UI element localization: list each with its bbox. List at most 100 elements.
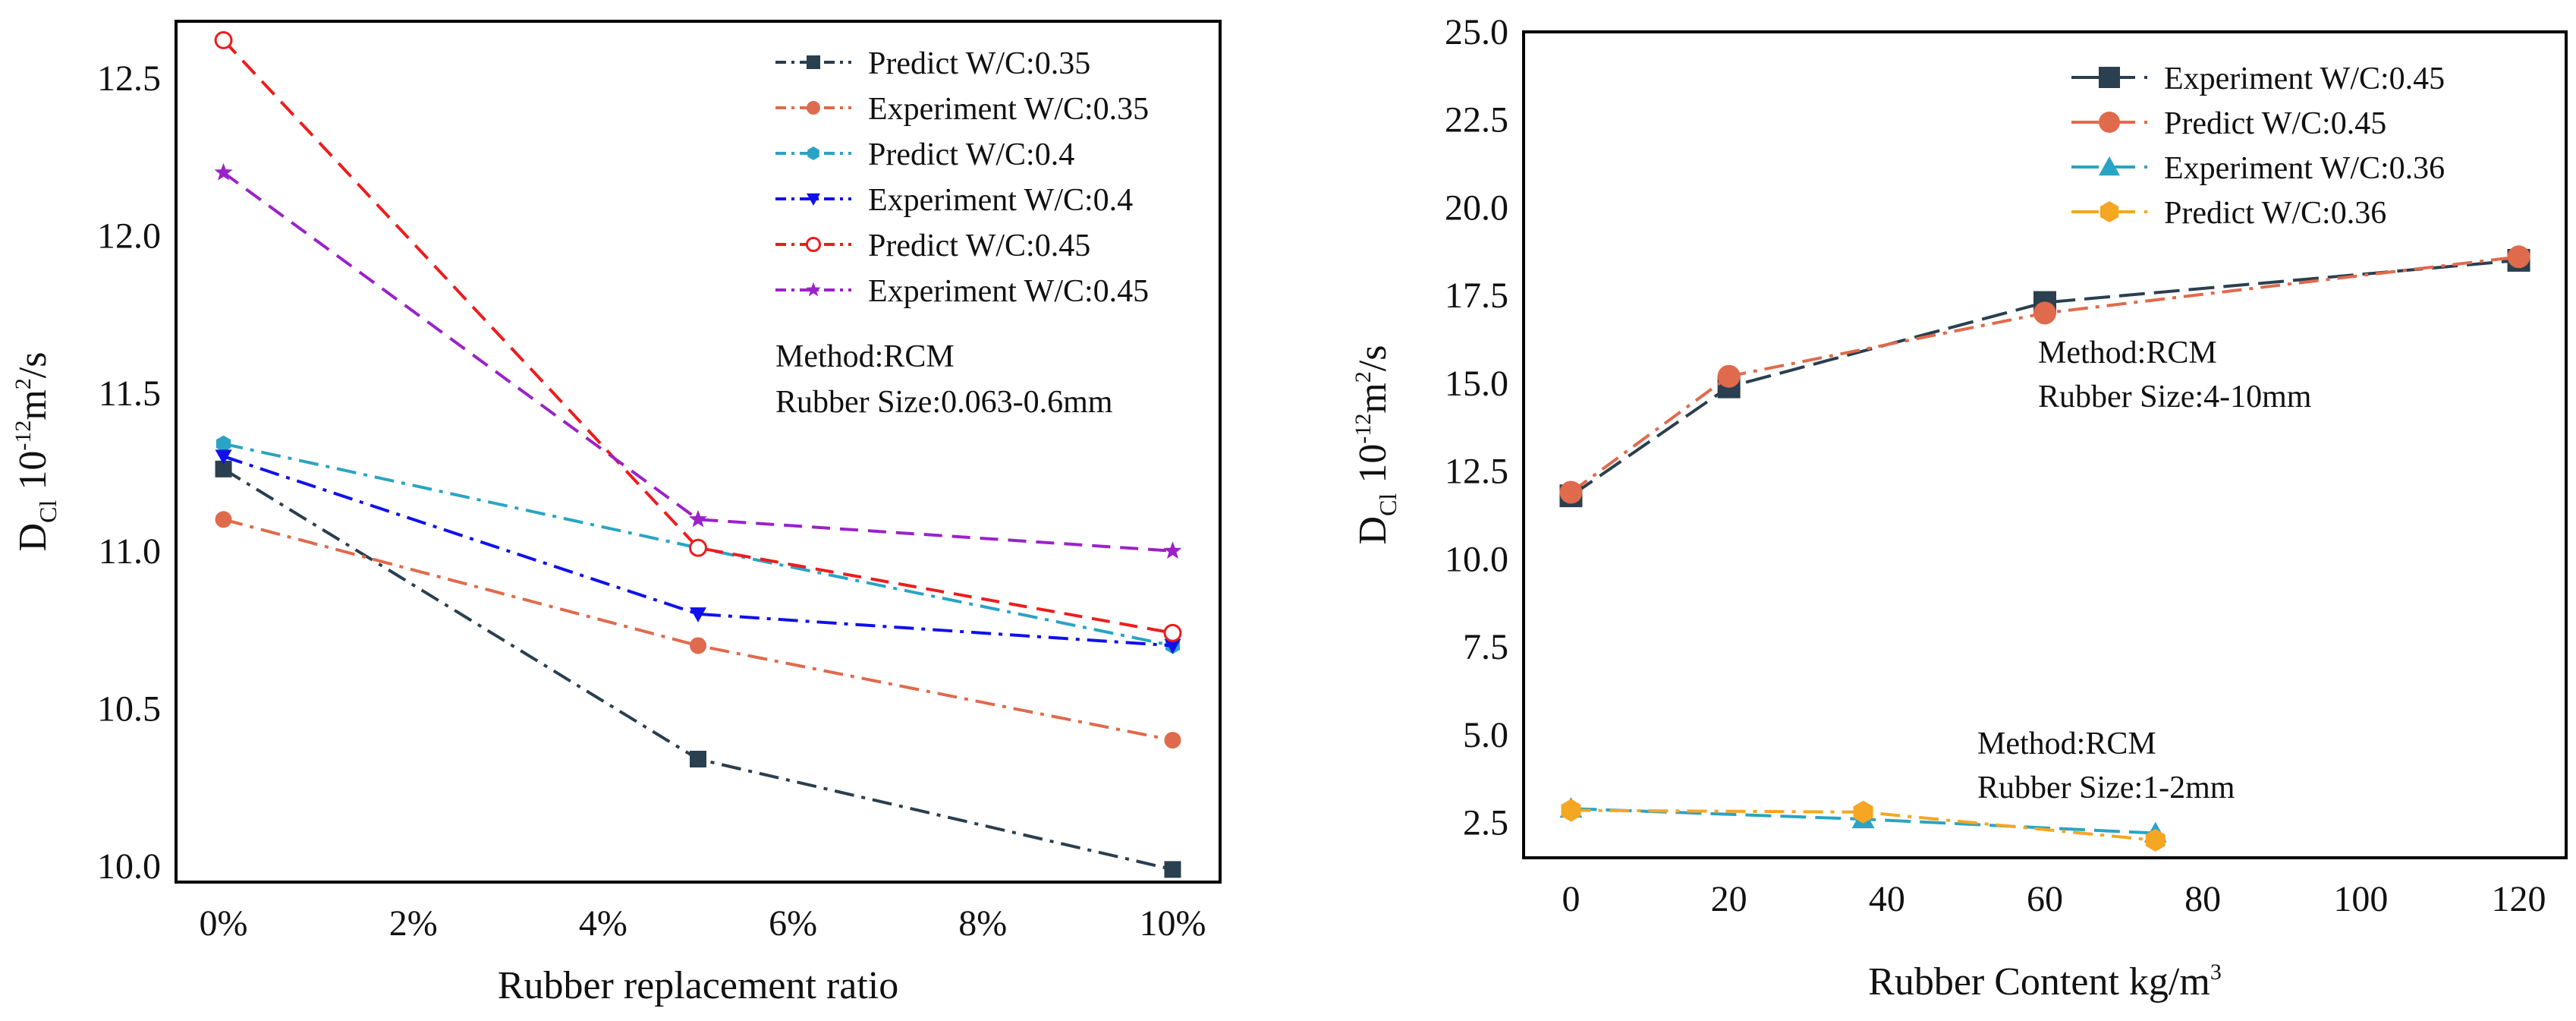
x-tick-label: 4% xyxy=(579,903,627,944)
y-tick-label: 12.0 xyxy=(97,216,161,256)
data-point xyxy=(214,162,233,181)
x-tick-label: 80 xyxy=(2184,879,2221,919)
y-tick-label: 20.0 xyxy=(1445,187,1508,228)
y-tick-label: 15.0 xyxy=(1445,364,1508,404)
x-tick-label: 100 xyxy=(2333,879,2388,919)
data-point xyxy=(2507,245,2530,269)
y-tick-label: 5.0 xyxy=(1463,715,1508,755)
legend-item: Predict W/C:0.45 xyxy=(2071,106,2386,141)
y-tick-label: 10.0 xyxy=(97,846,161,887)
legend-label: Experiment W/C:0.45 xyxy=(868,274,1149,309)
data-point xyxy=(1559,481,1583,504)
series-line xyxy=(222,171,1173,553)
data-point xyxy=(215,511,232,528)
legend-marker xyxy=(807,55,820,69)
legend-marker xyxy=(806,282,821,297)
series-1 xyxy=(1559,248,2530,508)
y-tick-label: 10.5 xyxy=(97,689,161,730)
legend: Experiment W/C:0.45 Predict W/C:0.45 Exper… xyxy=(2071,61,2445,231)
y-axis-label: DCl 10-12m2/s xyxy=(1351,345,1401,545)
y-axis-label-exponent: -12 xyxy=(11,421,36,451)
legend-item: Experiment W/C:0.35 xyxy=(775,92,1149,127)
legend-marker xyxy=(807,101,820,115)
legend-label: Experiment W/C:0.35 xyxy=(868,92,1149,127)
x-axis-label: Rubber Content kg/m3 xyxy=(1868,960,2222,1004)
data-point xyxy=(215,449,232,465)
legend-label: Predict W/C:0.45 xyxy=(2164,106,2386,141)
y-tick-label: 2.5 xyxy=(1463,803,1508,843)
series-1 xyxy=(215,460,1181,878)
data-point xyxy=(1164,861,1181,878)
series-line xyxy=(1570,255,2519,494)
x-tick-label: 0% xyxy=(200,903,248,944)
series-4 xyxy=(215,449,1181,654)
series-line xyxy=(222,468,1173,871)
x-tick-label: 0 xyxy=(1562,879,1580,919)
y-axis-label-base: D xyxy=(11,523,55,552)
data-point xyxy=(690,637,706,654)
plot-frame xyxy=(1522,30,2568,859)
x-tick-label: 2% xyxy=(389,903,438,944)
data-point xyxy=(1164,638,1181,654)
data-point xyxy=(1717,364,1741,388)
plot-frame xyxy=(175,20,1222,884)
y-tick-label: 25.0 xyxy=(1445,12,1508,52)
y-tick-label: 11.0 xyxy=(99,531,161,572)
legend-marker xyxy=(807,147,819,160)
y-tick-label: 22.5 xyxy=(1445,100,1508,140)
x-axis-label-base: Rubber Content kg/m xyxy=(1868,960,2210,1004)
legend-item: Experiment W/C:0.45 xyxy=(2071,61,2445,96)
data-point xyxy=(215,460,232,477)
legend-label: Predict W/C:0.36 xyxy=(2164,196,2386,231)
legend-marker xyxy=(805,236,822,253)
series-5 xyxy=(214,30,1182,642)
y-axis-label-unit-tail: /s xyxy=(1351,345,1395,372)
y-axis-label-unit: m xyxy=(11,389,55,420)
legend-item: Predict W/C:0.35 xyxy=(775,46,1090,81)
y-tick-label: 10.0 xyxy=(1445,539,1508,579)
y-axis-label-exponent: -12 xyxy=(1351,414,1376,444)
series-2 xyxy=(215,511,1181,749)
legend-marker xyxy=(2099,112,2120,133)
left-chart: 10.0 10.5 11.0 11.5 12.0 12.5 0% 2% 4% 6% 8% 10% DCl… xyxy=(11,20,1222,1007)
legend-item: Experiment W/C:0.36 xyxy=(2071,151,2445,186)
legend-item: Experiment W/C:0.4 xyxy=(775,183,1133,218)
data-point xyxy=(1561,799,1581,822)
annotation-line: Method:RCM xyxy=(2038,336,2217,370)
y-tick-label: 17.5 xyxy=(1445,276,1508,316)
legend-marker xyxy=(807,193,820,206)
data-point xyxy=(1163,541,1182,559)
legend-label: Predict W/C:0.35 xyxy=(868,46,1090,81)
series-line xyxy=(222,455,1173,648)
y-axis-label-unit-exponent: 2 xyxy=(1351,371,1376,383)
legend-item: Predict W/C:0.36 xyxy=(2071,196,2386,231)
legend-item: Predict W/C:0.45 xyxy=(775,228,1090,263)
y-axis-label-power-base: 10 xyxy=(1351,444,1395,493)
data-point xyxy=(690,607,706,622)
legend-label: Experiment W/C:0.4 xyxy=(868,183,1133,218)
series-line xyxy=(222,518,1173,742)
data-point xyxy=(214,30,233,49)
legend-item: Experiment W/C:0.45 xyxy=(775,274,1149,309)
y-axis-label-unit: m xyxy=(1351,383,1395,413)
right-chart: 2.5 5.0 7.5 10.0 12.5 15.0 17.5 20.0 22.5 25.0 0 20… xyxy=(1351,12,2568,1004)
series-2 xyxy=(1559,245,2530,504)
data-point xyxy=(2145,828,2166,852)
x-axis-label-exponent: 3 xyxy=(2210,960,2222,985)
data-point xyxy=(1164,732,1181,749)
data-point xyxy=(689,538,707,557)
data-point xyxy=(216,435,231,452)
y-axis-label-subscript: Cl xyxy=(34,500,61,523)
annotation-line: Rubber Size:0.063-0.6mm xyxy=(775,385,1113,420)
y-axis-label-power-base: 10 xyxy=(11,451,55,500)
legend-label: Predict W/C:0.4 xyxy=(868,137,1074,172)
legend-marker xyxy=(2099,67,2120,88)
data-point xyxy=(1163,623,1182,642)
y-axis-label-subscript: Cl xyxy=(1374,493,1401,516)
legend-marker xyxy=(2099,201,2119,222)
x-tick-label: 120 xyxy=(2492,879,2546,919)
y-axis-label-unit-exponent: 2 xyxy=(11,378,36,389)
x-tick-label: 8% xyxy=(958,903,1007,944)
x-tick-label: 60 xyxy=(2027,879,2063,919)
